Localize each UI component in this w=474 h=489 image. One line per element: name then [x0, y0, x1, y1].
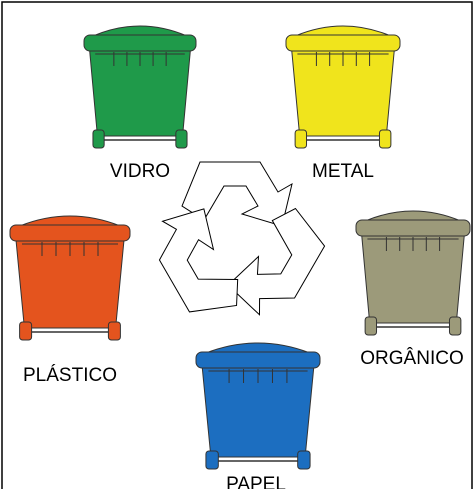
bin: [195, 342, 321, 470]
bin-wheel: [448, 316, 462, 336]
bin-wheel: [294, 129, 308, 149]
bin-lid: [83, 34, 197, 52]
bin-label: METAL: [312, 161, 374, 182]
bin-lid: [355, 219, 471, 237]
bin: [9, 215, 131, 341]
bin-label: PAPEL: [226, 474, 286, 489]
bin-wheel: [364, 316, 378, 336]
bin-label: ORGÂNICO: [360, 347, 463, 369]
bin-wheel: [378, 129, 392, 149]
recycle-arrow: [158, 208, 239, 313]
bin-wheel: [19, 321, 33, 341]
bin: [285, 25, 401, 149]
bin-lid: [285, 34, 401, 52]
bin-wheel: [205, 450, 219, 470]
bin-lid: [195, 351, 321, 369]
bin-wheel: [297, 450, 311, 470]
bin: [355, 210, 471, 336]
bin-wheel: [107, 321, 121, 341]
bin-label: VIDRO: [110, 161, 170, 182]
recycle-symbol: [158, 161, 326, 316]
bin-wheel: [92, 129, 105, 149]
bin-wheel: [175, 129, 188, 149]
recycle-arrow: [227, 207, 326, 316]
bin-label: PLÁSTICO: [23, 365, 117, 386]
bin-lid: [9, 224, 131, 242]
bin: [83, 25, 197, 149]
